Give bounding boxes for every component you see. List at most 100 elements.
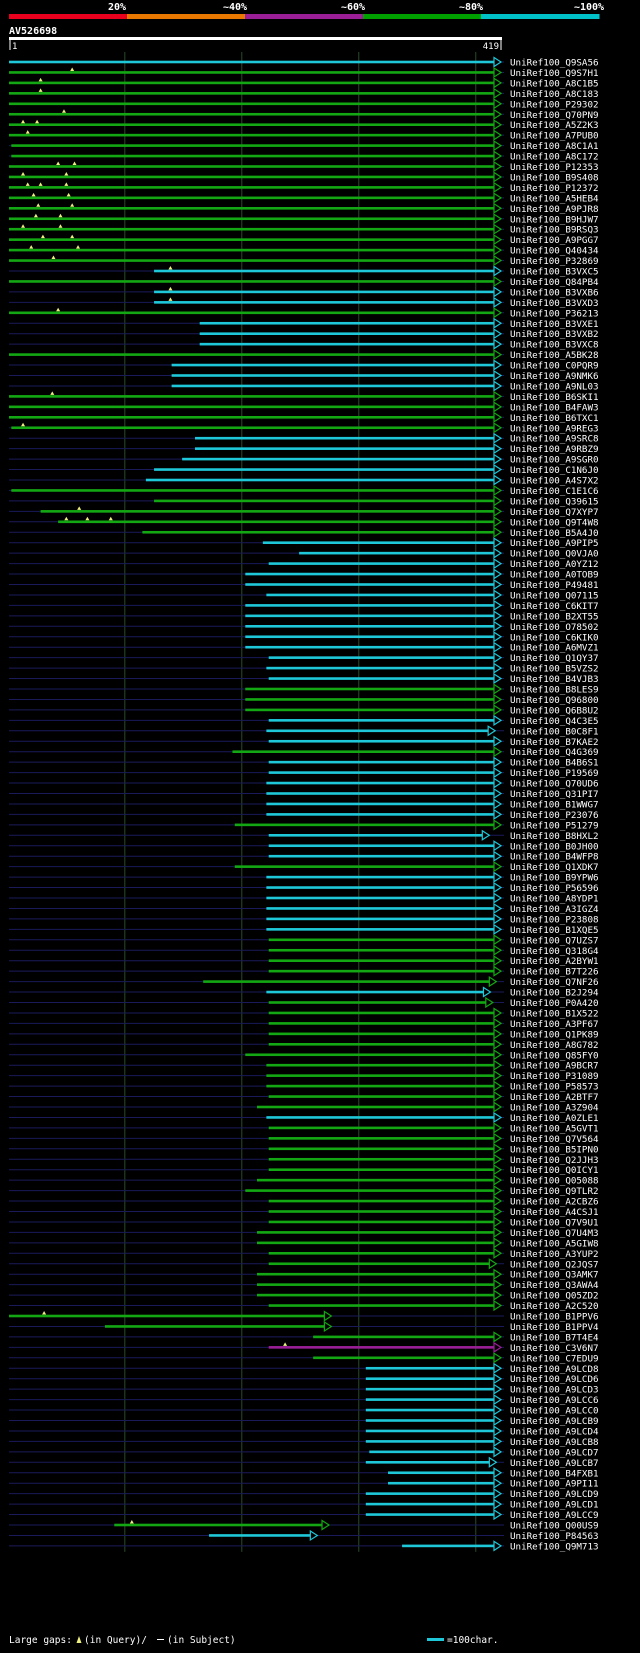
hit-name[interactable]: UniRef100_B3VXC5: [510, 267, 599, 278]
hit-name[interactable]: UniRef100_A4S7X2: [510, 476, 599, 487]
hit-name[interactable]: UniRef100_Q3AWA4: [510, 1280, 599, 1291]
hit-name[interactable]: UniRef100_B4FAW3: [510, 402, 599, 413]
hit-name[interactable]: UniRef100_P32869: [510, 256, 599, 267]
hit-name[interactable]: UniRef100_A4CSJ1: [510, 1207, 599, 1218]
hit-name[interactable]: UniRef100_A5HEB4: [510, 193, 599, 204]
hit-name[interactable]: UniRef100_A8C1B5: [510, 78, 599, 89]
hit-row[interactable]: UniRef100_Q40434: [9, 244, 599, 257]
hit-row[interactable]: UniRef100_Q4G369: [9, 746, 599, 758]
hit-row[interactable]: UniRef100_A4CSJ1: [9, 1205, 599, 1218]
hit-name[interactable]: UniRef100_Q07115: [510, 590, 599, 601]
hit-name[interactable]: UniRef100_B8LES9: [510, 685, 599, 696]
hit-name[interactable]: UniRef100_P12353: [510, 162, 599, 173]
hit-row[interactable]: UniRef100_A9LCB7: [9, 1456, 599, 1469]
hit-row[interactable]: UniRef100_A0YZ12: [9, 558, 599, 570]
hit-row[interactable]: UniRef100_B4B6S1: [9, 756, 599, 769]
hit-name[interactable]: UniRef100_P84563: [510, 1531, 599, 1542]
hit-name[interactable]: UniRef100_Q0VJA0: [510, 549, 599, 560]
hit-name[interactable]: UniRef100_B3VXB6: [510, 287, 599, 298]
hit-row[interactable]: UniRef100_A9LCC9: [9, 1508, 599, 1521]
hit-row[interactable]: UniRef100_B7T226: [9, 965, 599, 978]
hit-name[interactable]: UniRef100_P19569: [510, 768, 599, 779]
hit-name[interactable]: UniRef100_A5Z2K3: [510, 120, 599, 131]
hit-row[interactable]: UniRef100_A3Z904: [9, 1101, 599, 1114]
hit-row[interactable]: UniRef100_A9PJR8: [9, 202, 599, 215]
hit-row[interactable]: UniRef100_A3PF67: [9, 1017, 599, 1030]
hit-row[interactable]: UniRef100_Q96800: [9, 693, 599, 706]
hit-row[interactable]: UniRef100_A8C1A1: [9, 140, 599, 152]
hit-row[interactable]: UniRef100_A9LCB9: [9, 1414, 599, 1427]
hit-row[interactable]: UniRef100_P32869: [9, 254, 599, 267]
hit-row[interactable]: UniRef100_B7KAE2: [9, 735, 599, 748]
hit-row[interactable]: UniRef100_A0ZLE1: [9, 1111, 599, 1124]
hit-row[interactable]: UniRef100_B3VXC8: [9, 338, 599, 351]
hit-name[interactable]: UniRef100_B4VJB3: [510, 674, 599, 685]
hit-row[interactable]: UniRef100_B2J294: [9, 986, 599, 999]
hit-row[interactable]: UniRef100_A9LCB8: [9, 1435, 599, 1448]
hit-row[interactable]: UniRef100_P12353: [9, 160, 599, 174]
hit-row[interactable]: UniRef100_A9NL03: [9, 380, 599, 392]
hit-row[interactable]: UniRef100_A9PGG7: [9, 234, 599, 247]
hit-row[interactable]: UniRef100_Q9TLR2: [9, 1185, 599, 1197]
hit-name[interactable]: UniRef100_Q40434: [510, 246, 599, 257]
hit-name[interactable]: UniRef100_Q7UZS7: [510, 935, 599, 946]
hit-row[interactable]: UniRef100_Q05088: [9, 1174, 599, 1187]
hit-name[interactable]: UniRef100_B5VZS2: [510, 664, 599, 675]
hit-row[interactable]: UniRef100_A9LCD7: [9, 1446, 599, 1458]
hit-row[interactable]: UniRef100_A5BK28: [9, 349, 599, 361]
hit-name[interactable]: UniRef100_Q85FY0: [510, 1050, 599, 1061]
hit-row[interactable]: UniRef100_Q7V564: [9, 1132, 599, 1145]
hit-name[interactable]: UniRef100_B7T226: [510, 967, 599, 978]
hit-row[interactable]: UniRef100_A8G782: [9, 1038, 599, 1051]
hit-name[interactable]: UniRef100_A9LCC6: [510, 1395, 599, 1406]
hit-name[interactable]: UniRef100_P49481: [510, 580, 599, 591]
hit-name[interactable]: UniRef100_Q4G369: [510, 747, 599, 758]
hit-name[interactable]: UniRef100_A9LCD1: [510, 1500, 599, 1511]
hit-name[interactable]: UniRef100_P36213: [510, 308, 599, 319]
hit-row[interactable]: UniRef100_A3IGZ4: [9, 902, 599, 915]
hit-name[interactable]: UniRef100_A9SGR0: [510, 455, 599, 466]
hit-name[interactable]: UniRef100_A2BTF7: [510, 1092, 599, 1103]
hit-name[interactable]: UniRef100_C6KIK0: [510, 632, 599, 643]
hit-name[interactable]: UniRef100_C6KIT7: [510, 601, 599, 612]
hit-name[interactable]: UniRef100_Q96800: [510, 695, 599, 706]
hit-row[interactable]: UniRef100_Q2JQS7: [9, 1258, 599, 1270]
hit-row[interactable]: UniRef100_B4FAW3: [9, 401, 599, 413]
hit-row[interactable]: UniRef100_C3V6N7: [9, 1341, 599, 1354]
hit-row[interactable]: UniRef100_Q70PN9: [9, 108, 599, 121]
hit-row[interactable]: UniRef100_B9RSQ3: [9, 223, 599, 236]
hit-name[interactable]: UniRef100_B3VXD3: [510, 298, 599, 309]
hit-name[interactable]: UniRef100_Q7V564: [510, 1134, 599, 1145]
hit-row[interactable]: UniRef100_B6TXC1: [9, 411, 599, 424]
hit-row[interactable]: UniRef100_Q318G4: [9, 944, 599, 957]
hit-row[interactable]: UniRef100_Q3AWA4: [9, 1279, 599, 1291]
hit-row[interactable]: UniRef100_Q0ICY1: [9, 1164, 599, 1176]
hit-name[interactable]: UniRef100_B7KAE2: [510, 737, 599, 748]
hit-row[interactable]: UniRef100_P84563: [9, 1529, 599, 1542]
hit-name[interactable]: UniRef100_B5A4J0: [510, 528, 599, 539]
hit-row[interactable]: UniRef100_A9BCR7: [9, 1059, 599, 1072]
hit-row[interactable]: UniRef100_B3VXE1: [9, 317, 599, 330]
hit-row[interactable]: UniRef100_A6MVZ1: [9, 641, 599, 654]
hit-name[interactable]: UniRef100_P23808: [510, 914, 599, 925]
hit-row[interactable]: UniRef100_P0A420: [9, 996, 599, 1009]
hit-name[interactable]: UniRef100_Q84PB4: [510, 277, 599, 288]
hit-row[interactable]: UniRef100_P31089: [9, 1070, 599, 1082]
hit-name[interactable]: UniRef100_A0TOB9: [510, 570, 599, 581]
hit-row[interactable]: UniRef100_A3YUP2: [9, 1247, 599, 1260]
hit-row[interactable]: UniRef100_B4VJB3: [9, 672, 599, 685]
hit-name[interactable]: UniRef100_B9RSQ3: [510, 225, 599, 236]
hit-row[interactable]: UniRef100_Q7U4M3: [9, 1226, 599, 1239]
hit-row[interactable]: UniRef100_A2BYW1: [9, 955, 599, 967]
hit-row[interactable]: UniRef100_Q9M713: [9, 1540, 599, 1552]
hit-name[interactable]: UniRef100_P51279: [510, 820, 599, 831]
hit-row[interactable]: UniRef100_A9PI11: [9, 1477, 599, 1490]
hit-name[interactable]: UniRef100_Q318G4: [510, 946, 599, 957]
hit-name[interactable]: UniRef100_A9LCD7: [510, 1447, 599, 1458]
hit-row[interactable]: UniRef100_Q7UZS7: [9, 934, 599, 946]
hit-name[interactable]: UniRef100_B1PPV6: [510, 1312, 599, 1323]
hit-row[interactable]: UniRef100_A2BTF7: [9, 1090, 599, 1103]
hit-name[interactable]: UniRef100_Q00US9: [510, 1521, 599, 1532]
hit-row[interactable]: UniRef100_A9LCC0: [9, 1404, 599, 1417]
hit-row[interactable]: UniRef100_Q3AMK7: [9, 1268, 599, 1281]
